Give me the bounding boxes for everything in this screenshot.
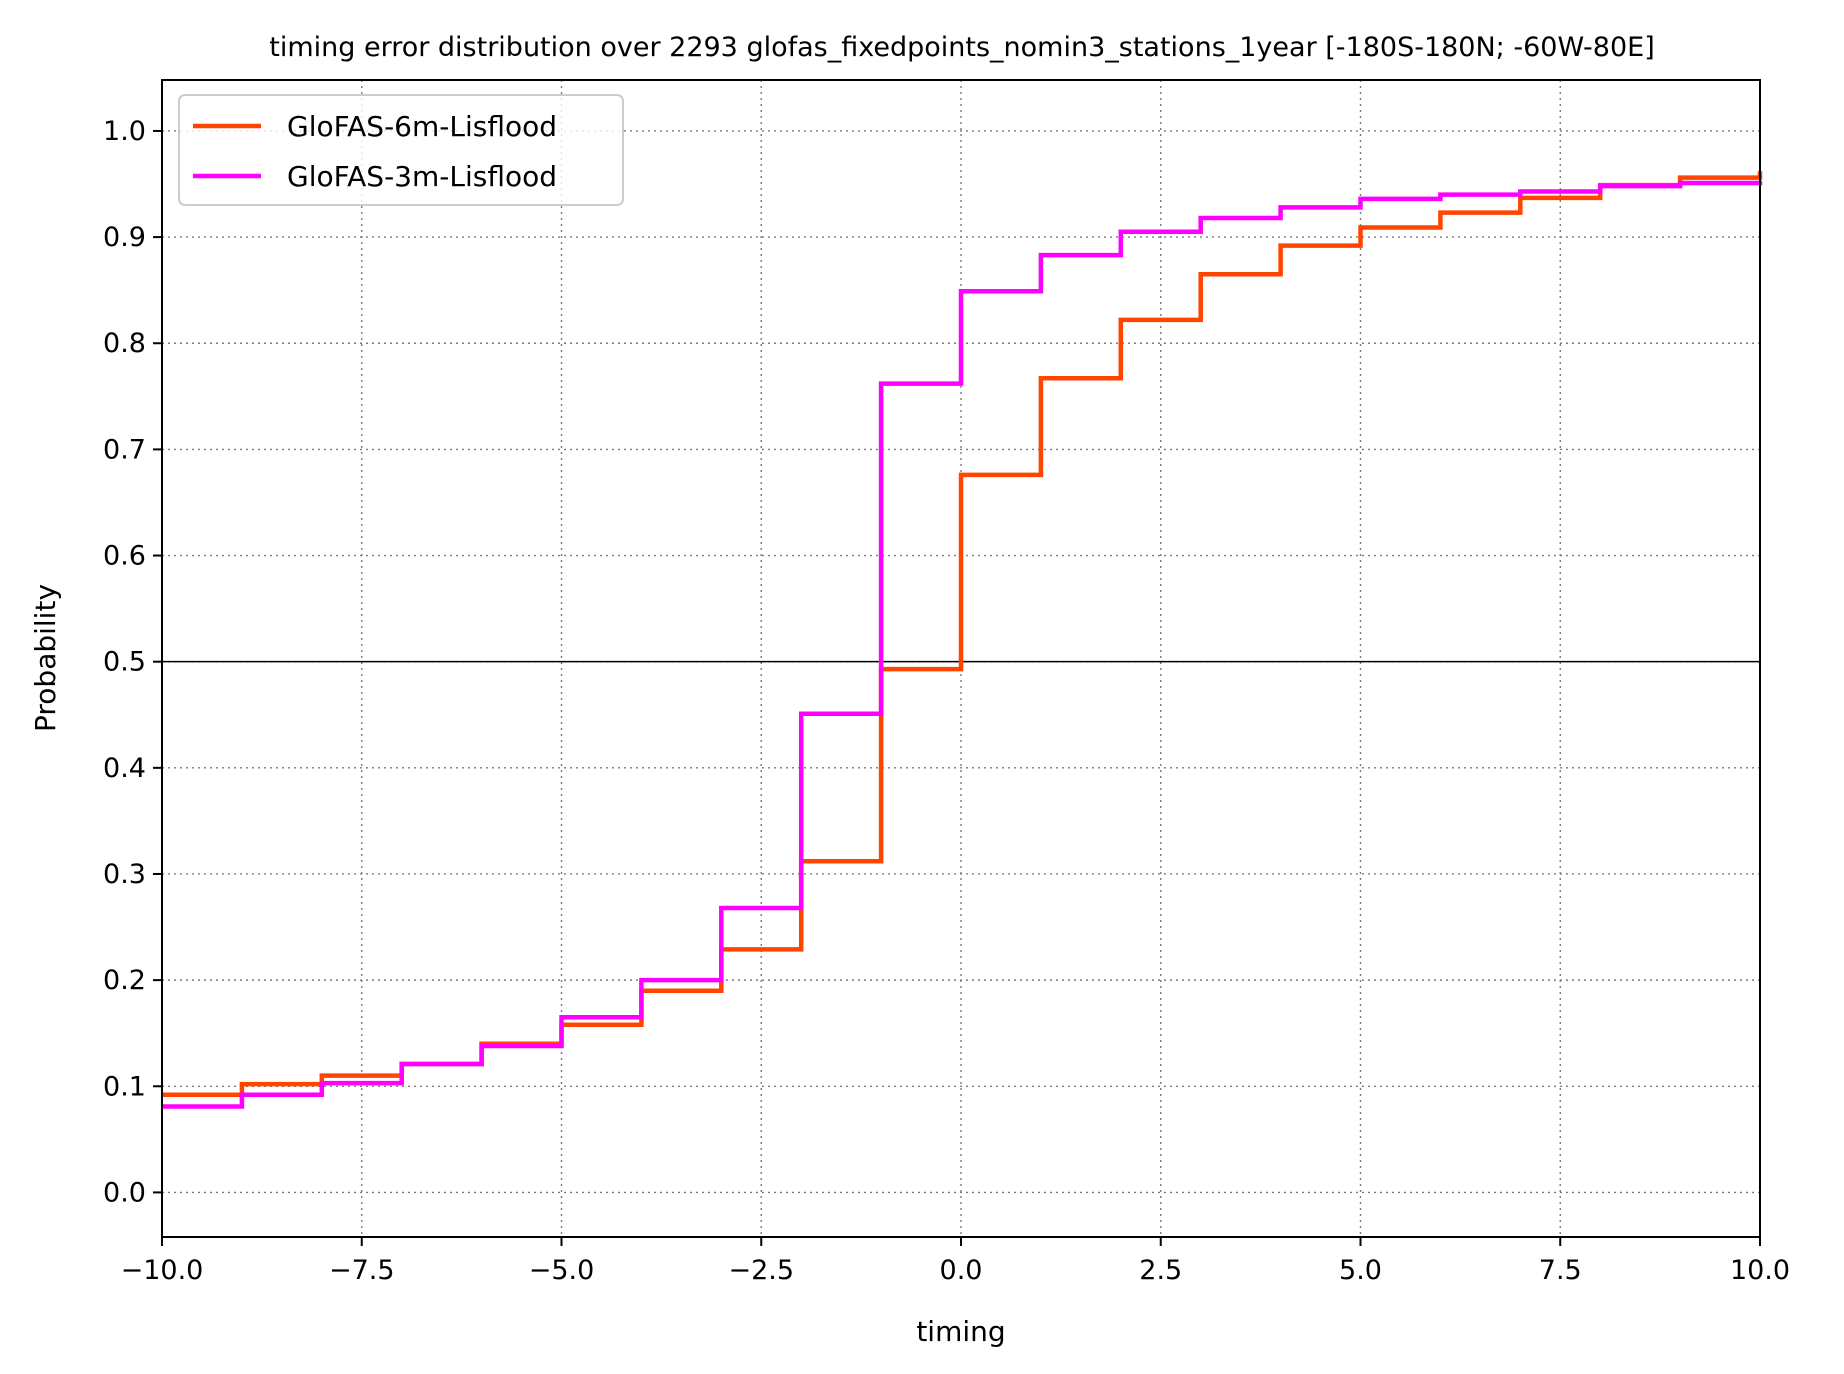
y-tick-label: 0.3 <box>103 859 146 890</box>
y-tick-label: 0.1 <box>103 1071 146 1102</box>
legend-label: GloFAS-6m-Lisflood <box>287 110 557 143</box>
y-tick-label: 0.8 <box>103 328 146 359</box>
y-tick-label: 1.0 <box>103 116 146 147</box>
legend-label: GloFAS-3m-Lisflood <box>287 160 557 193</box>
series-line-glofas-3m-lisflood <box>162 180 1763 1109</box>
x-tick-label: −7.5 <box>329 1255 395 1286</box>
x-tick-label: −5.0 <box>529 1255 595 1286</box>
x-axis-label: timing <box>916 1315 1005 1348</box>
legend: GloFAS-6m-Lisflood GloFAS-3m-Lisflood <box>178 94 624 206</box>
x-tick-label: 0.0 <box>940 1255 983 1286</box>
tick-layer: −10.0 −7.5 −5.0 −2.5 0.0 2.5 5.0 7.5 10.0 0.0 0.1 0… <box>103 116 1790 1286</box>
x-tick-label: 10.0 <box>1730 1255 1790 1286</box>
y-tick-label: 0.5 <box>103 647 146 678</box>
y-tick-label: 0.7 <box>103 434 146 465</box>
y-tick-label: 0.2 <box>103 965 146 996</box>
y-tick-label: 0.6 <box>103 541 146 572</box>
x-tick-label: −10.0 <box>121 1255 204 1286</box>
x-tick-label: 2.5 <box>1139 1255 1182 1286</box>
y-tick-label: 0.0 <box>103 1177 146 1208</box>
legend-box <box>178 94 624 206</box>
chart-title: timing error distribution over 2293 glof… <box>269 32 1655 63</box>
y-tick-label: 0.4 <box>103 753 146 784</box>
y-tick-label: 0.9 <box>103 222 146 253</box>
y-axis-label: Probability <box>29 584 62 732</box>
x-tick-label: 7.5 <box>1539 1255 1582 1286</box>
series-layer <box>162 171 1763 1109</box>
x-tick-label: 5.0 <box>1339 1255 1382 1286</box>
legend-entries: GloFAS-6m-Lisflood GloFAS-3m-Lisflood <box>193 110 557 193</box>
x-tick-label: −2.5 <box>728 1255 794 1286</box>
